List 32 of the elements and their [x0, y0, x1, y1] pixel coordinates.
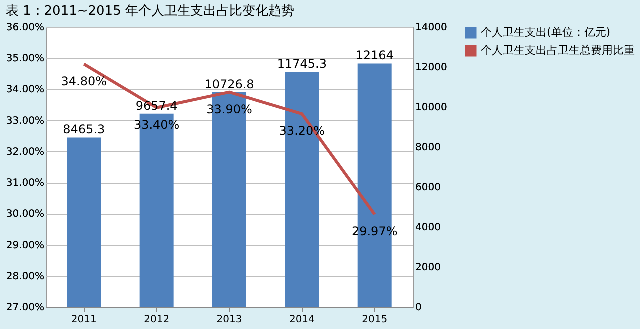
x-tick-label: 2015: [362, 314, 388, 326]
x-tick-label: 2014: [289, 314, 315, 326]
x-tick-label: 2013: [216, 314, 242, 326]
data-label: 8465.3: [63, 122, 106, 137]
x-tick-label: 2012: [144, 314, 170, 326]
x-tick-label: 2011: [71, 314, 97, 326]
y-tick-label: 29.00%: [6, 240, 44, 252]
y2-tick-label: 6000: [416, 182, 441, 194]
y2-tick-label: 4000: [416, 222, 441, 234]
legend-label: 个人卫生支出(单位：亿元): [481, 26, 611, 39]
legend-label: 个人卫生支出占卫生总费用比重: [481, 44, 635, 57]
y-tick-label: 27.00%: [6, 302, 44, 314]
data-label: 11745.3: [277, 57, 327, 72]
chart-title: 表 1：2011~2015 年个人卫生支出占比变化趋势: [6, 4, 294, 19]
y-tick-label: 36.00%: [6, 22, 44, 34]
y-tick-label: 35.00%: [6, 54, 44, 65]
data-label: 34.80%: [61, 74, 108, 88]
y2-tick-label: 8000: [416, 142, 441, 154]
y2-tick-label: 14000: [416, 22, 448, 34]
y-tick-label: 28.00%: [6, 271, 44, 282]
y-tick-label: 32.00%: [6, 146, 44, 158]
bar: [67, 138, 102, 307]
data-label: 12164: [356, 48, 394, 63]
y-tick-label: 30.00%: [6, 209, 44, 220]
y-tick-label: 31.00%: [6, 178, 44, 190]
y2-tick-label: 10000: [416, 102, 448, 114]
y2-tick-label: 12000: [416, 62, 448, 74]
y2-tick-label: 0: [416, 302, 422, 314]
y-tick-label: 33.00%: [6, 116, 44, 127]
y-tick-label: 34.00%: [6, 84, 44, 96]
y2-tick-label: 2000: [416, 262, 441, 274]
data-label: 10726.8: [204, 77, 254, 92]
